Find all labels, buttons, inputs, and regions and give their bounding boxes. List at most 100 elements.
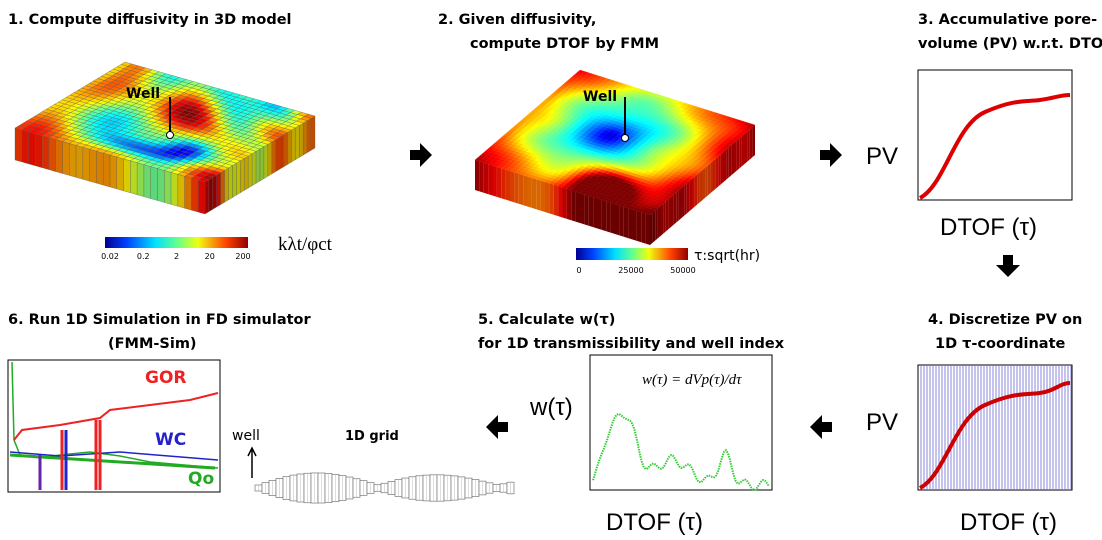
block-side-cell: [619, 205, 623, 236]
block-side-cell: [56, 140, 63, 174]
block-side-cell: [198, 180, 205, 214]
plot-frame: [918, 365, 1072, 490]
block-side-cell: [695, 175, 698, 207]
colorbar: [105, 237, 248, 248]
block-side-cell: [514, 172, 518, 203]
curve-label: GOR: [145, 368, 187, 388]
plot-frame: [918, 70, 1072, 200]
block-side-cell: [532, 178, 536, 209]
colorbar-tick: 20: [205, 252, 215, 261]
colorbar-tick: 200: [235, 252, 250, 261]
block-side-cell: [571, 190, 575, 221]
colorbar-tick: 25000: [618, 266, 643, 275]
block-side-cell: [35, 134, 42, 168]
block-side-cell: [653, 211, 656, 243]
block-side-cell: [606, 201, 610, 232]
block-side-cell: [528, 177, 532, 208]
block-side-cell: [721, 152, 724, 184]
block-side-cell: [602, 200, 606, 231]
diagram: 1. Compute diffusivity in 3D model 2. Gi…: [0, 0, 1102, 540]
block-side-cell: [671, 195, 674, 227]
block-side-cell: [69, 143, 76, 177]
block-side-cell: [637, 211, 641, 242]
block-side-cell: [268, 142, 272, 176]
panel-title: 6. Run 1D Simulation in FD simulator: [8, 312, 312, 328]
block-side-cell: [716, 157, 719, 189]
colorbar-label: kλt/φct: [278, 234, 333, 255]
block-side-cell: [501, 168, 505, 199]
block-side-cell: [484, 163, 488, 194]
well-label: well: [232, 428, 260, 444]
block-side-cell: [713, 159, 716, 191]
block-side-cell: [205, 180, 209, 214]
panel-title: for 1D transmissibility and well index: [478, 336, 785, 352]
block-side-cell: [117, 157, 124, 191]
block-side-cell: [558, 186, 562, 217]
block-side-cell: [697, 172, 700, 204]
block-side-cell: [256, 149, 260, 183]
block-side-cell: [83, 147, 90, 181]
arrow-right: [820, 143, 842, 167]
block-side-cell: [650, 213, 653, 245]
block-side-cell: [252, 151, 256, 185]
colorbar-label: τ:sqrt(hr): [694, 248, 760, 264]
arrow-left: [486, 415, 508, 439]
block-side-cell: [96, 151, 103, 185]
panel-1: [15, 62, 315, 214]
block-side-cell: [291, 128, 295, 162]
block-side-cell: [236, 161, 240, 195]
block-side-cell: [272, 140, 276, 174]
block-side-cell: [668, 197, 671, 229]
colorbar-tick: 2: [174, 252, 179, 261]
block-side-cell: [280, 135, 284, 169]
block-side-cell: [724, 150, 727, 182]
block-side-cell: [307, 118, 311, 152]
panel-title: 1. Compute diffusivity in 3D model: [8, 12, 292, 28]
block-side-cell: [475, 160, 479, 191]
block-side-cell: [303, 121, 307, 155]
y-axis-label: PV: [866, 409, 898, 436]
block-side-cell: [633, 210, 637, 241]
panel-title: compute DTOF by FMM: [470, 36, 659, 52]
panel-title: (FMM-Sim): [108, 336, 197, 352]
block-side-cell: [124, 159, 131, 193]
well-arrow: [248, 448, 256, 478]
block-side-cell: [22, 130, 29, 164]
block-side-cell: [708, 163, 711, 195]
colorbar-ticks: 0.020.2220200: [101, 252, 251, 261]
block-side-cell: [76, 145, 83, 179]
block-side-cell: [700, 170, 703, 202]
block-side-cell: [676, 190, 679, 222]
block-side-cell: [576, 192, 580, 223]
block-side-cell: [506, 170, 510, 201]
arrow-right: [410, 143, 432, 167]
block-side-cell: [185, 176, 192, 210]
block-side-cell: [705, 166, 708, 198]
block-side-cell: [264, 144, 268, 178]
colorbar-ticks: 02500050000: [576, 266, 695, 275]
block-side-cell: [137, 163, 144, 197]
block-side-cell: [615, 204, 619, 235]
x-axis-label: DTOF (τ): [606, 509, 703, 536]
block-side-cell: [752, 125, 755, 157]
block-side-cell: [739, 136, 742, 168]
block-side-cell: [589, 196, 593, 227]
block-side-cell: [646, 214, 650, 245]
block-side-cell: [655, 208, 658, 240]
block-side-cell: [225, 168, 229, 202]
block-side-cell: [144, 165, 151, 199]
block-side-cell: [666, 199, 669, 231]
block-side-cell: [611, 203, 615, 234]
block-side-cell: [567, 189, 571, 220]
curve-label: WC: [155, 430, 186, 450]
grid-label: 1D grid: [345, 429, 399, 444]
block-side-cell: [110, 155, 117, 189]
colorbar-tick: 0.02: [101, 252, 119, 261]
block-side-cell: [240, 158, 244, 192]
block-side-cell: [742, 134, 745, 166]
block-side-cell: [598, 199, 602, 230]
block-side-cell: [493, 166, 497, 197]
block-side-cell: [164, 170, 171, 204]
y-axis-label: w(τ): [529, 394, 573, 421]
block-side-cell: [554, 185, 558, 216]
